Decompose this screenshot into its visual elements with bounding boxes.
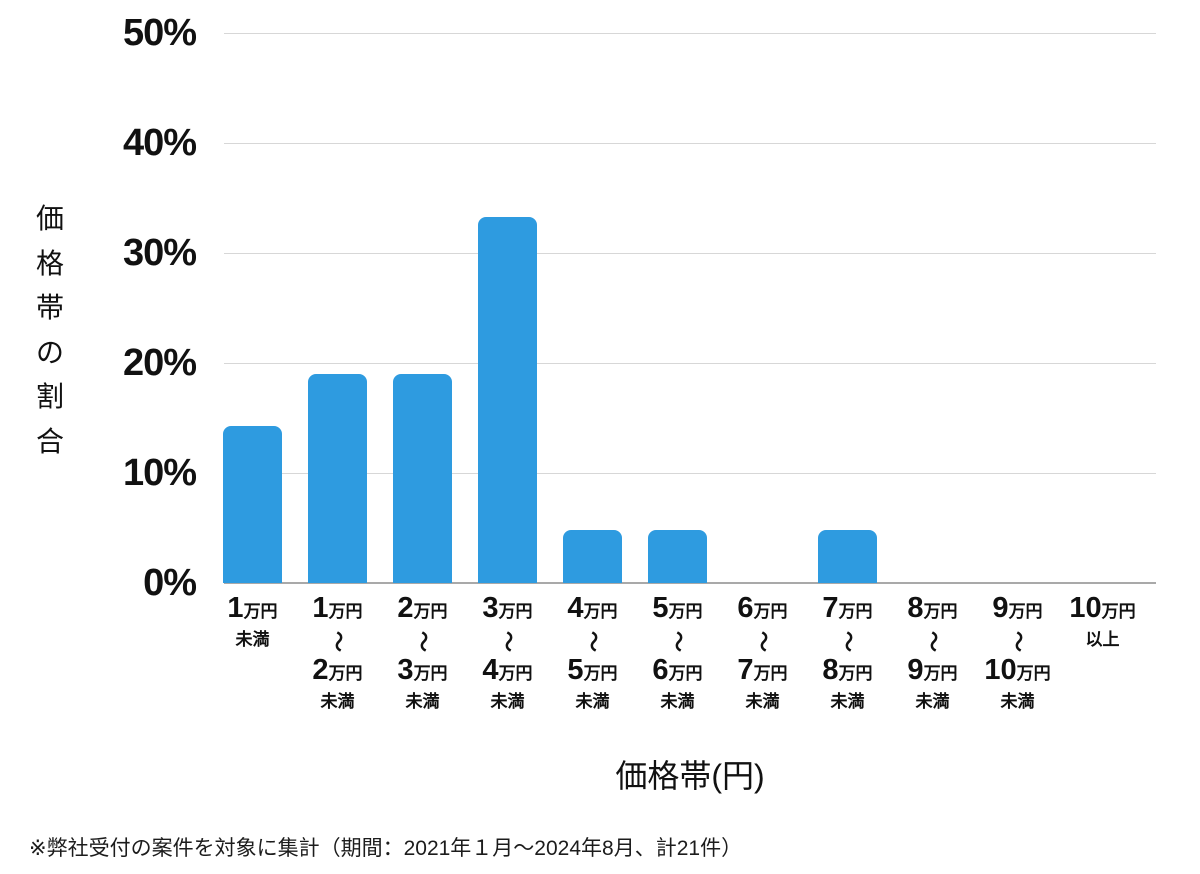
x-label-range-text: 9万円 [907,654,958,686]
x-label-2: 2万円〜 3万円未満 [380,593,466,714]
gridline-30% [224,253,1156,254]
x-label-range-text: 2万円 [397,592,448,624]
x-label-4: 4万円〜 5万円未満 [550,593,636,714]
x-label-range-text: 1万円 [312,592,363,624]
x-label-range-text: 3万円 [397,654,448,686]
y-tick-label-20: 20% [122,342,197,384]
bar-3 [478,216,537,583]
x-label-range-text: 1万円 [227,592,278,624]
range-tilde: 〜 [666,631,689,652]
x-label-range-text: 4万円 [567,592,618,624]
gridline-20% [224,363,1156,364]
range-tilde: 〜 [1006,631,1029,652]
x-label-0: 1万円未満 [210,593,296,652]
bar-0 [223,425,282,583]
x-label-range-text: 5万円 [567,654,618,686]
y-tick-label-10: 10% [122,452,197,494]
x-label-suffix: 未満 [235,630,270,649]
x-label-suffix: 以上 [1085,630,1120,649]
gridline-10% [224,473,1156,474]
x-label-range-text: 2万円 [312,654,363,686]
x-label-6: 6万円〜 7万円未満 [720,593,806,714]
range-tilde: 〜 [751,631,774,652]
gridline-40% [224,143,1156,144]
x-label-range-text: 7万円 [737,654,788,686]
range-tilde: 〜 [581,631,604,652]
x-label-range-text: 6万円 [737,592,788,624]
x-label-suffix: 未満 [320,692,355,711]
range-tilde: 〜 [921,631,944,652]
range-tilde: 〜 [326,631,349,652]
x-label-suffix: 未満 [660,692,695,711]
x-label-range-text: 7万円 [822,592,873,624]
x-label-range-text: 10万円 [1069,592,1136,624]
x-label-3: 3万円〜 4万円未満 [465,593,551,714]
x-label-8: 8万円〜 9万円未満 [890,593,976,714]
x-label-range-text: 8万円 [907,592,958,624]
range-tilde: 〜 [836,631,859,652]
bar-5 [648,530,707,583]
x-label-suffix: 未満 [745,692,780,711]
range-tilde: 〜 [496,631,519,652]
x-label-7: 7万円〜 8万円未満 [805,593,891,714]
bar-7 [818,530,877,583]
x-label-9: 9万円〜 10万円未満 [975,593,1061,714]
x-label-range-text: 9万円 [992,592,1043,624]
y-tick-label-30: 30% [122,232,197,274]
x-axis-line [224,582,1156,584]
x-label-suffix: 未満 [1000,692,1035,711]
x-label-suffix: 未満 [575,692,610,711]
gridline-50% [224,33,1156,34]
plot-area [223,33,1156,584]
y-tick-label-0: 0% [143,562,197,604]
x-axis-title: 価格帯(円) [615,758,765,794]
x-label-range-text: 3万円 [482,592,533,624]
footnote: ※弊社受付の案件を対象に集計（期間：2021年１月～2024年8月、計21件） [29,837,743,860]
x-label-suffix: 未満 [915,692,950,711]
x-label-range-text: 4万円 [482,654,533,686]
y-tick-label-40: 40% [122,122,197,164]
bar-4 [563,530,622,583]
y-tick-label-50: 50% [122,12,197,54]
bar-2 [393,374,452,583]
x-label-range-text: 8万円 [822,654,873,686]
x-label-suffix: 未満 [490,692,525,711]
y-axis-title: 価格帯の割合 [35,203,64,457]
range-tilde: 〜 [411,631,434,652]
x-label-10: 10万円以上 [1060,593,1146,652]
bar-1 [308,374,367,583]
x-label-range-text: 6万円 [652,654,703,686]
x-label-range-text: 5万円 [652,592,703,624]
x-label-suffix: 未満 [830,692,865,711]
x-label-1: 1万円〜 2万円未満 [295,593,381,714]
x-label-suffix: 未満 [405,692,440,711]
x-label-range-text: 10万円 [984,654,1051,686]
x-label-5: 5万円〜 6万円未満 [635,593,721,714]
